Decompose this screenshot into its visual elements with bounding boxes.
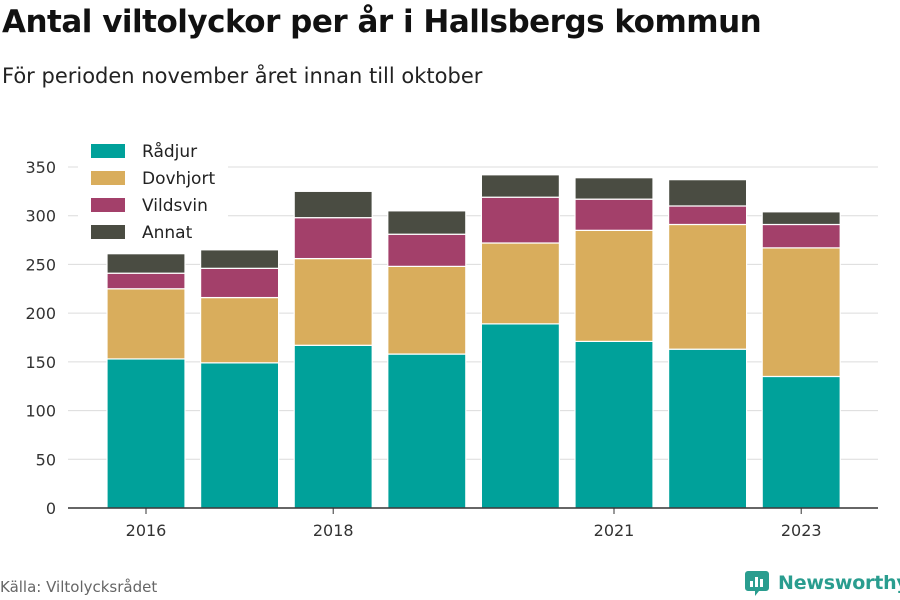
bar-segment-vildsvin [480,196,560,244]
legend-swatch [91,171,125,185]
y-tick-label: 50 [36,450,56,469]
bar-segment-rådjur [106,358,186,509]
bar-stack [293,190,373,509]
bar-segment-vildsvin [106,272,186,290]
legend-swatch [91,225,125,239]
bar-stack [200,249,280,509]
bar-stack [761,211,841,509]
bar-segment-rådjur [667,348,748,509]
bar-segment-rådjur [387,353,467,509]
bar-segment-rådjur [761,375,841,509]
brand-name: Newsworthy [778,572,900,594]
bar-segment-annat [761,211,841,226]
bar-segment-annat [480,174,560,198]
y-axis-ticks: 0 50 100 150 200 250 300 350 [25,158,56,518]
bar-segment-annat [293,190,373,219]
legend-label: Rådjur [142,141,197,162]
bar-stack [387,210,467,509]
bar-segment-annat [387,210,467,235]
bar-segment-rådjur [574,340,654,509]
stacked-bar-chart: 0 50 100 150 200 250 300 350 2016 2018 2021 2023 R… [25,136,878,540]
chart-title: Antal viltolyckor per år i Hallsbergs ko… [2,4,762,40]
bars [68,174,878,509]
x-tick-label: 2016 [126,521,167,540]
bar-segment-dovhjort [667,223,748,350]
chart-subtitle: För perioden november året innan till ok… [2,64,483,88]
bar-segment-annat [200,249,280,269]
y-tick-label: 100 [25,402,56,421]
legend-label: Annat [142,223,193,243]
y-tick-label: 0 [46,499,56,518]
legend-label: Dovhjort [142,169,215,189]
bar-segment-vildsvin [574,198,654,231]
x-axis-ticks: 2016 2018 2021 2023 [126,508,822,540]
bar-stack [667,179,748,509]
brand-logo: Newsworthy [744,568,900,598]
bar-chart-logo-icon [745,571,769,596]
legend-label: Vildsvin [142,196,208,216]
x-tick-label: 2021 [594,521,635,540]
legend-swatch [91,198,125,212]
bar-segment-annat [667,179,748,207]
bar-segment-vildsvin [667,205,748,226]
bar-segment-vildsvin [200,267,280,299]
bar-segment-rådjur [480,323,560,509]
x-tick-label: 2023 [781,521,822,540]
bar-segment-dovhjort [480,242,560,325]
bar-segment-rådjur [200,362,280,509]
bar-segment-dovhjort [293,257,373,346]
y-tick-label: 200 [25,304,56,323]
bar-stack [480,174,560,509]
legend-item-dovhjort: Dovhjort [91,169,215,189]
legend-item-rådjur: Rådjur [91,141,197,162]
legend-swatch [91,144,125,158]
bar-stack [574,177,654,509]
bar-segment-vildsvin [293,217,373,260]
x-tick-label: 2018 [313,521,354,540]
bar-stack [106,253,186,509]
bar-segment-dovhjort [387,265,467,355]
source-note: Källa: Viltolycksrådet [0,578,158,596]
bar-segment-dovhjort [106,288,186,360]
bar-segment-annat [574,177,654,200]
y-tick-label: 150 [25,353,56,372]
legend: Rådjur Dovhjort Vildsvin Annat [78,136,228,248]
y-tick-label: 250 [25,255,56,274]
bar-segment-dovhjort [200,296,280,364]
bar-segment-vildsvin [387,233,467,267]
legend-item-annat: Annat [91,223,193,243]
y-tick-label: 300 [25,207,56,226]
bar-segment-rådjur [293,344,373,509]
bar-segment-dovhjort [761,247,841,378]
bar-segment-annat [106,253,186,274]
bar-segment-vildsvin [761,223,841,249]
bar-segment-dovhjort [574,229,654,342]
y-tick-label: 350 [25,158,56,177]
legend-item-vildsvin: Vildsvin [91,196,208,216]
